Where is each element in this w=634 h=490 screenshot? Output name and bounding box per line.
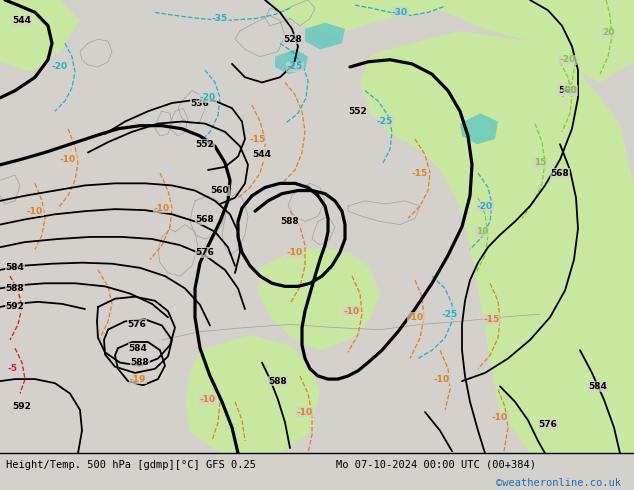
Text: 592: 592: [6, 302, 25, 312]
Text: -35: -35: [212, 14, 228, 23]
Text: 588: 588: [6, 284, 24, 293]
Text: 592: 592: [13, 402, 32, 412]
Polygon shape: [185, 335, 320, 453]
Text: 588: 588: [131, 358, 150, 367]
Text: -5: -5: [7, 364, 17, 373]
Text: -10: -10: [492, 413, 508, 422]
Text: -10: -10: [27, 207, 43, 216]
Text: 20: 20: [602, 28, 614, 37]
Text: 576: 576: [195, 248, 214, 257]
Text: 584: 584: [129, 343, 148, 353]
Text: -10: -10: [200, 395, 216, 404]
Text: -25: -25: [287, 62, 303, 72]
Text: 544: 544: [252, 150, 271, 159]
Text: -10: -10: [297, 408, 313, 416]
Text: -20: -20: [560, 55, 576, 64]
Text: -25: -25: [377, 117, 393, 126]
Text: 528: 528: [283, 35, 302, 44]
Text: Mo 07-10-2024 00:00 UTC (00+384): Mo 07-10-2024 00:00 UTC (00+384): [336, 460, 536, 469]
Text: 584: 584: [588, 382, 607, 391]
Text: 588: 588: [269, 377, 287, 386]
Text: 568: 568: [196, 215, 214, 224]
Text: 560: 560: [559, 86, 578, 95]
Text: -10: -10: [287, 248, 303, 257]
Text: 10: 10: [476, 227, 488, 236]
Text: 20: 20: [564, 86, 576, 95]
Polygon shape: [360, 31, 634, 453]
Text: -10: -10: [344, 307, 360, 316]
Text: 576: 576: [538, 420, 557, 429]
Text: -30: -30: [392, 8, 408, 17]
Text: 536: 536: [191, 98, 209, 107]
Text: -10: -10: [154, 203, 170, 213]
Text: -10: -10: [408, 313, 424, 322]
Text: -15: -15: [250, 135, 266, 144]
Text: 576: 576: [127, 320, 146, 329]
Text: 588: 588: [281, 217, 299, 226]
Text: -15: -15: [484, 315, 500, 324]
Text: 568: 568: [550, 169, 569, 177]
Text: -20: -20: [52, 62, 68, 72]
Text: Height/Temp. 500 hPa [gdmp][°C] GFS 0.25: Height/Temp. 500 hPa [gdmp][°C] GFS 0.25: [6, 460, 256, 469]
Polygon shape: [305, 23, 345, 49]
Text: -20: -20: [477, 201, 493, 211]
Text: 15: 15: [534, 158, 547, 167]
Text: 584: 584: [6, 263, 25, 272]
Polygon shape: [0, 0, 80, 72]
Polygon shape: [258, 247, 380, 350]
Polygon shape: [270, 0, 634, 82]
Text: 544: 544: [13, 16, 32, 25]
Text: 552: 552: [196, 140, 214, 149]
Text: -15: -15: [412, 169, 428, 177]
Text: -20: -20: [200, 94, 216, 102]
Text: 552: 552: [349, 107, 367, 116]
Text: -25: -25: [442, 310, 458, 318]
Text: ©weatheronline.co.uk: ©weatheronline.co.uk: [496, 478, 621, 488]
Text: 560: 560: [210, 186, 230, 195]
Text: -19: -19: [130, 374, 146, 384]
Text: -10: -10: [434, 374, 450, 384]
Polygon shape: [275, 49, 308, 74]
Polygon shape: [460, 113, 498, 144]
Text: -10: -10: [60, 155, 76, 164]
